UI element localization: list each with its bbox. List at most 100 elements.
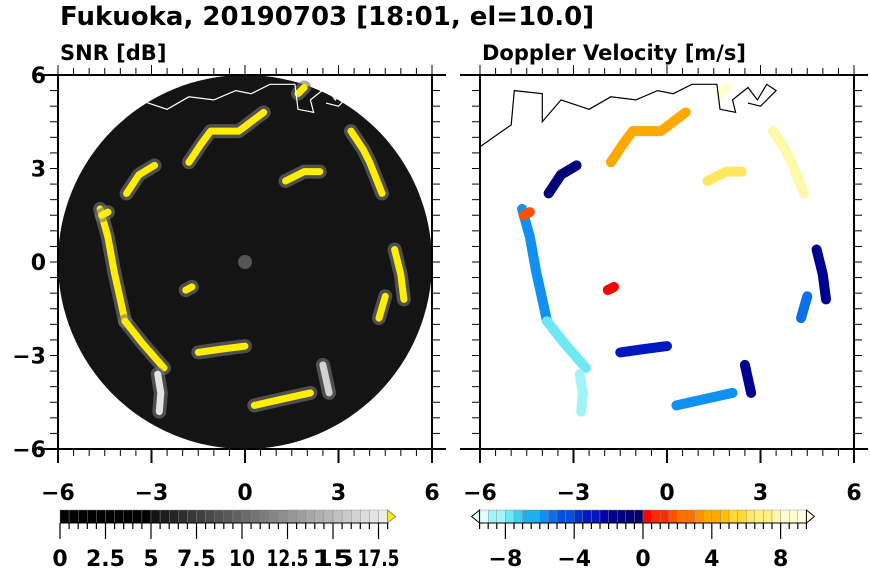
y-tick-label: −6 (12, 438, 46, 463)
colorbar-box (548, 509, 558, 524)
colorbar-box (269, 509, 279, 524)
colorbar-box (332, 509, 343, 524)
snr-panel-title: SNR [dB] (60, 41, 166, 65)
colorbar-extend-max (805, 508, 816, 525)
x-tick-label: 3 (753, 481, 768, 506)
x-tick-label: −6 (41, 481, 75, 506)
velocity-echo (768, 126, 810, 199)
colorbar-box (685, 509, 695, 524)
colorbar-box (737, 509, 747, 524)
colorbar-box (241, 509, 252, 524)
colorbar-tick-label: 17.5 (358, 547, 400, 570)
velocity-echo (542, 316, 591, 373)
colorbar-box (660, 509, 670, 524)
colorbar-tick-label: 15 (312, 547, 354, 570)
colorbar-box (634, 509, 644, 524)
colorbar-box (746, 509, 756, 524)
velocity-echo (518, 207, 535, 221)
colorbar-box (780, 509, 790, 524)
colorbar-box (278, 509, 288, 524)
colorbar-box (625, 509, 635, 524)
velocity-echo (517, 204, 552, 327)
colorbar-box (539, 509, 549, 524)
colorbar-box (296, 509, 306, 524)
velocity-echo (543, 160, 582, 199)
snr-echo (250, 389, 314, 409)
colorbar-tick-label: 0 (52, 547, 67, 570)
colorbar-box (159, 509, 170, 524)
colorbar-box (132, 509, 143, 524)
colorbar-tick-label: 10 (229, 547, 255, 570)
doppler-colorbar: −8 −4 0 4 8 (470, 508, 816, 570)
colorbar-box (728, 509, 738, 524)
colorbar-box (677, 509, 687, 524)
snr-echo (294, 84, 308, 98)
colorbar-box (565, 509, 575, 524)
colorbar-box (187, 509, 197, 524)
colorbar-tick-label: 8 (773, 547, 788, 570)
colorbar-tick-label: −8 (489, 547, 523, 570)
colorbar-tick-label: 5 (143, 547, 158, 570)
colorbar-box (617, 509, 627, 524)
colorbar-box (168, 509, 179, 524)
colorbar-box (642, 509, 652, 524)
colorbar-box (763, 509, 773, 524)
colorbar-tick-label: 12.5 (267, 547, 309, 570)
colorbar-box (114, 509, 124, 524)
colorbar-box (703, 509, 713, 524)
colorbar-box (522, 509, 532, 524)
colorbar-box (68, 509, 79, 524)
colorbar-box (378, 509, 388, 524)
colorbar-box (556, 509, 566, 524)
colorbar-box (496, 509, 506, 524)
doppler-panel-title: Doppler Velocity [m/s] (482, 41, 746, 65)
colorbar-box (599, 509, 609, 524)
colorbar-box (754, 509, 764, 524)
colorbar-box (608, 509, 618, 524)
colorbar-box (59, 509, 70, 524)
snr-echo (282, 168, 324, 185)
colorbar-tick-label: −4 (557, 547, 591, 570)
colorbar-tick-label: 7.5 (177, 547, 216, 570)
snr-echo (121, 317, 168, 372)
colorbar-box (305, 509, 316, 524)
velocity-echo (715, 82, 732, 99)
snr-echo (319, 361, 333, 397)
coastline (479, 83, 778, 148)
snr-colorbar: 0 2.5 5 7.5 10 12.5 15 17.5 (52, 508, 400, 570)
colorbar-box (123, 509, 133, 524)
y-tick-label: 0 (31, 251, 46, 276)
figure-title: Fukuoka, 20190703 [18:01, el=10.0] (60, 2, 594, 32)
colorbar-box (711, 509, 721, 524)
colorbar-tick-label: 2.5 (86, 547, 125, 570)
colorbar-box (341, 509, 352, 524)
snr-echo (154, 370, 165, 416)
colorbar-box (232, 509, 243, 524)
colorbar-extend-min (470, 508, 481, 525)
colorbar-box (720, 509, 730, 524)
x-tick-label: 0 (237, 481, 252, 506)
colorbar-box (314, 509, 325, 524)
velocity-echo (671, 387, 738, 411)
velocity-echo (605, 107, 691, 168)
velocity-echo (811, 244, 831, 305)
colorbar-box (150, 509, 161, 524)
x-tick-label: 0 (659, 481, 674, 506)
x-tick-label: −3 (557, 481, 591, 506)
colorbar-box (797, 509, 807, 524)
colorbar-box (323, 509, 334, 524)
colorbar-box (531, 509, 541, 524)
velocity-echo (574, 369, 588, 417)
y-tick-label: −3 (12, 345, 46, 370)
colorbar-box (651, 509, 661, 524)
snr-echo (98, 208, 112, 219)
x-tick-label: 3 (331, 481, 346, 506)
x-tick-label: −6 (463, 481, 497, 506)
colorbar-box (260, 509, 270, 524)
colorbar-box (178, 509, 188, 524)
x-tick-label: 6 (846, 481, 861, 506)
velocity-echo (796, 291, 813, 324)
colorbar-extend-max (387, 508, 397, 525)
colorbar-tick-label: 4 (704, 547, 719, 570)
colorbar-box (214, 509, 224, 524)
